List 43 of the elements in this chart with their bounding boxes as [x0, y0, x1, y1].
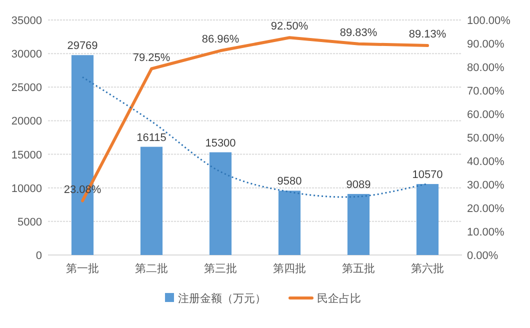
y-tick-label: 20000: [11, 116, 42, 128]
data-label: 79.25%: [132, 52, 170, 64]
legend-label: 民企占比: [317, 292, 361, 305]
data-label: 89.13%: [408, 28, 446, 41]
y-tick-label: 5000: [18, 216, 42, 228]
data-label: 9089: [346, 178, 371, 191]
x-tick-label: 第六批: [411, 262, 444, 275]
y2-tick-label: 50.00%: [467, 132, 505, 144]
bar: [209, 152, 232, 255]
bar: [416, 184, 439, 255]
y-tick-label: 0: [36, 250, 42, 262]
data-label: 89.83%: [340, 26, 378, 39]
data-label: 9580: [277, 176, 302, 188]
y-tick-label: 30000: [11, 48, 42, 61]
y2-tick-label: 30.00%: [467, 180, 505, 192]
data-label: 92.50%: [270, 20, 308, 33]
bar: [347, 194, 370, 255]
y2-tick-label: 90.00%: [467, 38, 505, 50]
data-label: 29769: [67, 40, 98, 52]
x-tick-label: 第五批: [342, 263, 375, 275]
y2-tick-label: 100.00%: [467, 15, 511, 27]
x-tick-label: 第四批: [273, 263, 306, 275]
bar: [140, 146, 163, 255]
y-tick-label: 10000: [11, 182, 42, 195]
y2-tick-label: 40.00%: [467, 156, 505, 168]
data-label: 10570: [412, 169, 443, 182]
y2-tick-label: 10.00%: [467, 226, 505, 238]
data-label: 15300: [205, 137, 236, 150]
y-tick-label: 25000: [11, 82, 42, 94]
x-tick-label: 第三批: [204, 263, 237, 275]
data-label: 16115: [136, 132, 166, 144]
y2-tick-label: 60.00%: [467, 109, 505, 121]
y2-tick-label: 0.00%: [467, 250, 498, 262]
y-tick-label: 15000: [11, 149, 42, 162]
y2-tick-label: 80.00%: [467, 62, 505, 74]
data-label: 86.96%: [202, 34, 240, 46]
x-tick-label: 第一批: [66, 263, 99, 275]
y2-tick-label: 70.00%: [467, 86, 505, 98]
x-tick-label: 第二批: [135, 263, 168, 275]
y2-tick-label: 20.00%: [467, 203, 505, 215]
bar: [278, 190, 301, 255]
legend-label: 注册金额（万元）: [178, 292, 266, 305]
y-tick-label: 35000: [11, 15, 42, 27]
